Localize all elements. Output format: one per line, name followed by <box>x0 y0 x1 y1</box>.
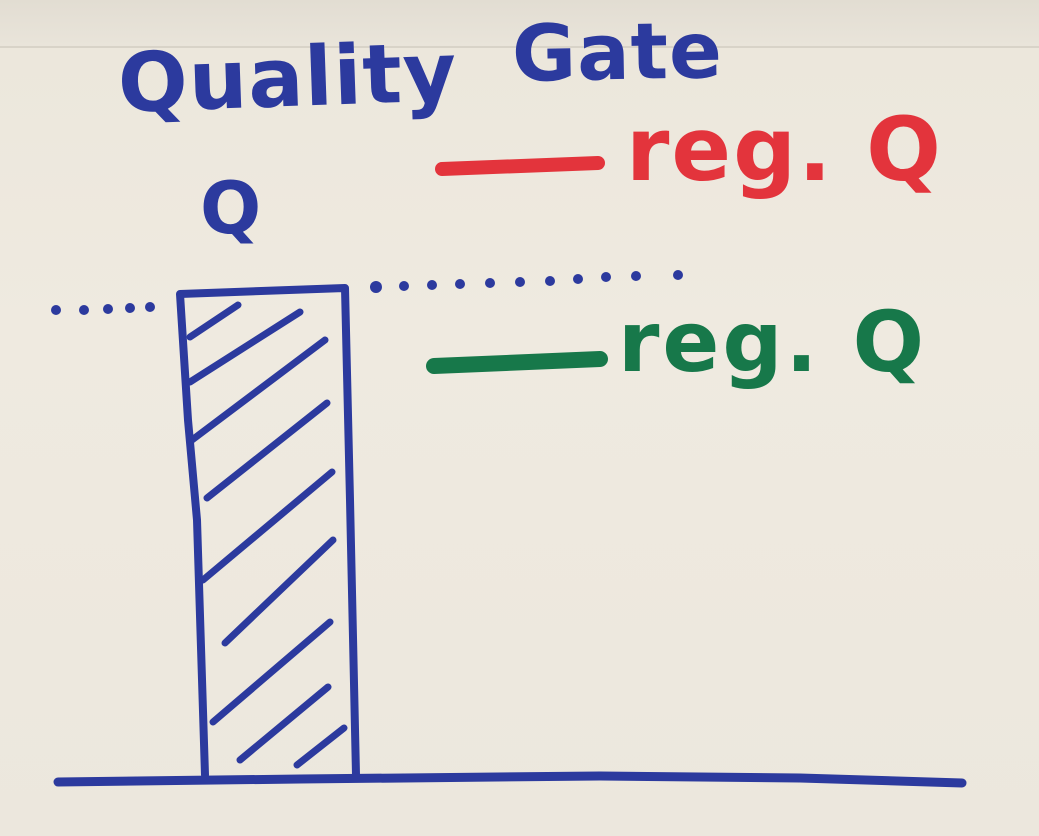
legend-red-swatch <box>435 156 605 176</box>
legend-green-label: reg. Q <box>618 293 928 391</box>
paper-fold <box>0 0 1039 48</box>
baseline-axis <box>53 771 967 788</box>
title-word-gate: Gate <box>511 6 724 100</box>
bar-hatching <box>186 301 348 769</box>
y-axis-label: Q <box>200 166 262 250</box>
quality-bar-outline <box>176 284 360 779</box>
title-word-quality: Quality <box>116 25 459 132</box>
legend-green-swatch <box>426 351 608 374</box>
legend-red-label: reg. Q <box>626 98 943 201</box>
threshold-dotted-line <box>51 270 683 315</box>
